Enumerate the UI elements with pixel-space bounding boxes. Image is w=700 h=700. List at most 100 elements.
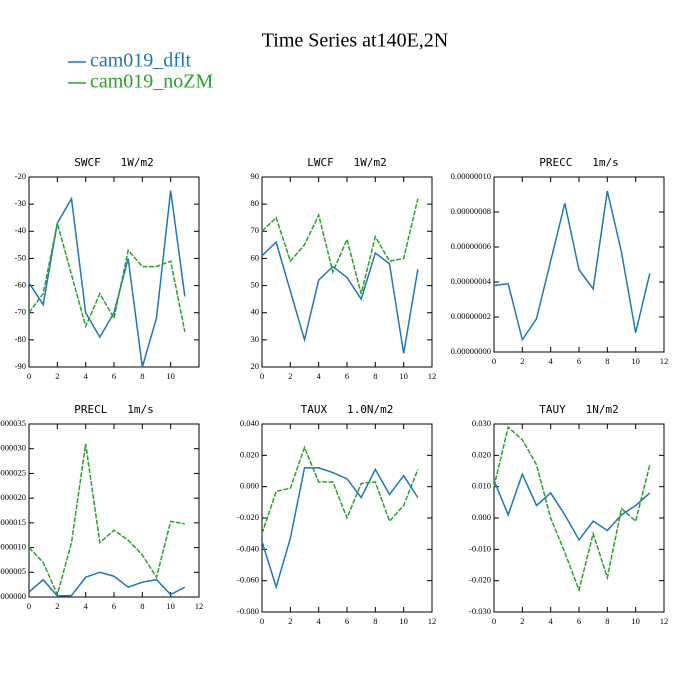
panel-title: TAUX 1.0N/m2 (301, 403, 394, 416)
x-tick-label: 6 (112, 601, 116, 611)
y-tick-label: 20 (251, 361, 260, 371)
legend-label: cam019_noZM (90, 71, 214, 93)
x-tick-label: 0 (27, 601, 31, 611)
y-tick-label: 0.00000030 (0, 443, 26, 453)
y-tick-label: -60 (15, 280, 26, 290)
x-tick-label: 4 (84, 371, 89, 381)
x-tick-label: 10 (166, 601, 175, 611)
y-tick-label: 70 (251, 225, 260, 235)
y-tick-label: 0.020 (472, 449, 491, 459)
x-tick-label: 0 (492, 616, 496, 626)
x-tick-label: 12 (660, 616, 669, 626)
x-tick-label: 12 (195, 601, 204, 611)
plot-frame (28, 423, 200, 598)
x-tick-label: 8 (140, 601, 144, 611)
x-tick-label: 4 (549, 616, 554, 626)
panel-title: SWCF 1W/m2 (74, 156, 153, 169)
x-tick-label: 8 (140, 371, 144, 381)
y-tick-label: 0.00000025 (0, 467, 26, 477)
panel-title: LWCF 1W/m2 (307, 156, 386, 169)
x-tick-label: 6 (112, 371, 116, 381)
series-line (261, 240, 419, 354)
y-tick-label: 50 (251, 280, 260, 290)
x-tick-label: 8 (605, 616, 609, 626)
x-tick-label: 8 (373, 616, 377, 626)
y-tick-label: 0.00000015 (0, 517, 26, 527)
figure-title: Time Series at140E,2N (262, 30, 448, 52)
x-tick-label: 12 (660, 356, 669, 366)
y-tick-label: -0.040 (237, 543, 259, 553)
y-tick-label: 0.000 (240, 481, 259, 491)
plot-frame (493, 423, 665, 613)
y-tick-label: 0.030 (472, 418, 491, 428)
x-tick-label: 0 (492, 356, 496, 366)
x-tick-label: 10 (631, 356, 640, 366)
x-tick-label: 6 (345, 371, 349, 381)
x-tick-label: 10 (399, 616, 408, 626)
y-tick-label: 0.00000004 (451, 276, 492, 286)
y-tick-label: -20 (15, 171, 26, 181)
x-tick-label: 12 (428, 371, 437, 381)
y-tick-label: -0.030 (469, 606, 491, 616)
panel-title: PRECL 1m/s (74, 403, 153, 416)
x-tick-label: 2 (520, 356, 524, 366)
y-tick-label: 0.00000000 (451, 346, 491, 356)
y-tick-label: 80 (251, 198, 260, 208)
x-tick-label: 2 (288, 616, 292, 626)
x-tick-label: 0 (260, 371, 264, 381)
y-tick-label: 40 (251, 307, 260, 317)
x-tick-label: 0 (260, 616, 264, 626)
legend-label: cam019_dflt (90, 50, 192, 72)
y-tick-label: -0.020 (469, 575, 491, 585)
y-tick-label: -90 (15, 361, 26, 371)
y-tick-label: -80 (15, 334, 26, 344)
y-tick-label: -0.060 (237, 575, 259, 585)
x-tick-label: 6 (577, 616, 581, 626)
x-tick-label: 8 (605, 356, 609, 366)
y-tick-label: 0.010 (472, 481, 491, 491)
x-tick-label: 10 (399, 371, 408, 381)
y-tick-label: 0.040 (240, 418, 259, 428)
series-line (493, 425, 651, 593)
x-tick-label: 0 (27, 371, 31, 381)
series-line (28, 443, 185, 597)
x-tick-label: 4 (317, 616, 322, 626)
x-tick-label: 2 (55, 371, 59, 381)
x-tick-label: 10 (166, 371, 175, 381)
y-tick-label: 0.00000000 (0, 591, 26, 601)
series-line (261, 445, 419, 534)
y-tick-label: 0.00000006 (451, 241, 491, 251)
x-tick-label: 2 (520, 616, 524, 626)
series-line (28, 222, 186, 332)
y-tick-label: 0.020 (240, 449, 259, 459)
panel-title: TAUY 1N/m2 (539, 403, 618, 416)
x-tick-label: 12 (428, 616, 437, 626)
y-tick-label: -0.020 (237, 512, 259, 522)
x-tick-label: 8 (373, 371, 377, 381)
y-tick-label: 0.000 (472, 512, 491, 522)
x-tick-label: 4 (549, 356, 554, 366)
y-tick-label: 0.00000010 (0, 542, 26, 552)
y-tick-label: 0.00000002 (451, 311, 491, 321)
x-tick-label: 10 (631, 616, 640, 626)
y-tick-label: -40 (15, 225, 26, 235)
x-tick-label: 6 (345, 616, 349, 626)
series-line (261, 467, 419, 590)
y-tick-label: 0.00000035 (0, 418, 26, 428)
x-tick-label: 2 (55, 601, 59, 611)
y-tick-label: -0.010 (469, 543, 491, 553)
series-line (28, 190, 186, 368)
y-tick-label: 90 (251, 171, 260, 181)
y-tick-label: -30 (15, 198, 26, 208)
y-tick-label: 60 (251, 252, 260, 262)
series-line (493, 472, 651, 542)
series-line (493, 190, 651, 342)
x-tick-label: 2 (288, 371, 292, 381)
y-tick-label: -70 (15, 307, 26, 317)
y-tick-label: 30 (251, 334, 260, 344)
series-line (261, 198, 419, 294)
y-tick-label: -50 (15, 252, 26, 262)
